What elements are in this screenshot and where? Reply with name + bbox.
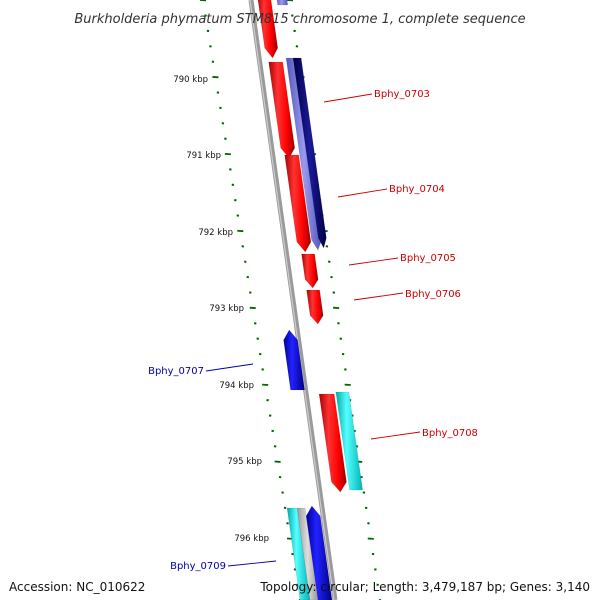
cds-arrow-top-lavender [276, 0, 289, 6]
gene-label-bphy-0703[interactable]: Bphy_0703 [374, 89, 430, 100]
kbp-label: 795 kbp [227, 457, 262, 467]
gene-features [257, 0, 363, 600]
kbp-scale: 790 kbp 791 kbp 792 kbp 793 kbp 794 kbp … [173, 75, 269, 544]
cds-arrow-bphy-0709-gray [296, 507, 319, 600]
gene-label-bphy-0709[interactable]: Bphy_0709 [170, 561, 226, 572]
gene-label-bphy-0705[interactable]: Bphy_0705 [400, 253, 456, 264]
connector-bphy-0705 [348, 257, 399, 266]
topology-text: Topology: circular; Length: 3,479,187 bp… [260, 580, 590, 594]
gene-label-bphy-0706[interactable]: Bphy_0706 [405, 289, 461, 300]
accession-text: Accession: NC_010622 [9, 580, 146, 594]
gene-label-bphy-0707[interactable]: Bphy_0707 [148, 366, 204, 377]
connector-bphy-0704 [337, 188, 388, 198]
kbp-label: 794 kbp [219, 381, 254, 391]
connector-bphy-0707 [205, 363, 254, 372]
connector-bphy-0709 [227, 560, 277, 567]
kbp-label: 791 kbp [186, 151, 221, 161]
kbp-label: 792 kbp [198, 228, 233, 238]
kbp-label: 796 kbp [234, 534, 269, 544]
gene-arrow-bphy-0706 [306, 289, 324, 325]
connector-bphy-0706 [353, 292, 404, 301]
gene-arrow-bphy-0709 [305, 505, 333, 600]
kbp-label: 793 kbp [209, 304, 244, 314]
kbp-label: 790 kbp [173, 75, 208, 85]
map-title: Burkholderia phymatum STM815 chromosome … [74, 12, 525, 27]
cds-arrow-navy [292, 57, 327, 249]
gene-label-bphy-0708[interactable]: Bphy_0708 [422, 428, 478, 439]
label-connectors [205, 93, 421, 567]
cds-arrow-bphy-0709-cyan [286, 507, 311, 600]
backbone [248, 0, 338, 600]
gene-arrow-top [257, 0, 279, 59]
connector-bphy-0703 [323, 93, 373, 103]
gene-label-bphy-0704[interactable]: Bphy_0704 [389, 184, 445, 195]
gene-arrow-bphy-0708 [318, 393, 347, 493]
gene-arrow-bphy-0704 [284, 154, 312, 253]
gene-arrow-bphy-0703 [268, 61, 296, 159]
connector-bphy-0708 [370, 431, 421, 440]
cds-arrow-bphy-0708-cyan [335, 391, 363, 491]
gene-arrow-bphy-0707 [283, 329, 305, 391]
gene-arrow-bphy-0705 [301, 253, 319, 289]
gene-labels: Bphy_0703 Bphy_0704 Bphy_0705 Bphy_0706 … [148, 89, 478, 572]
